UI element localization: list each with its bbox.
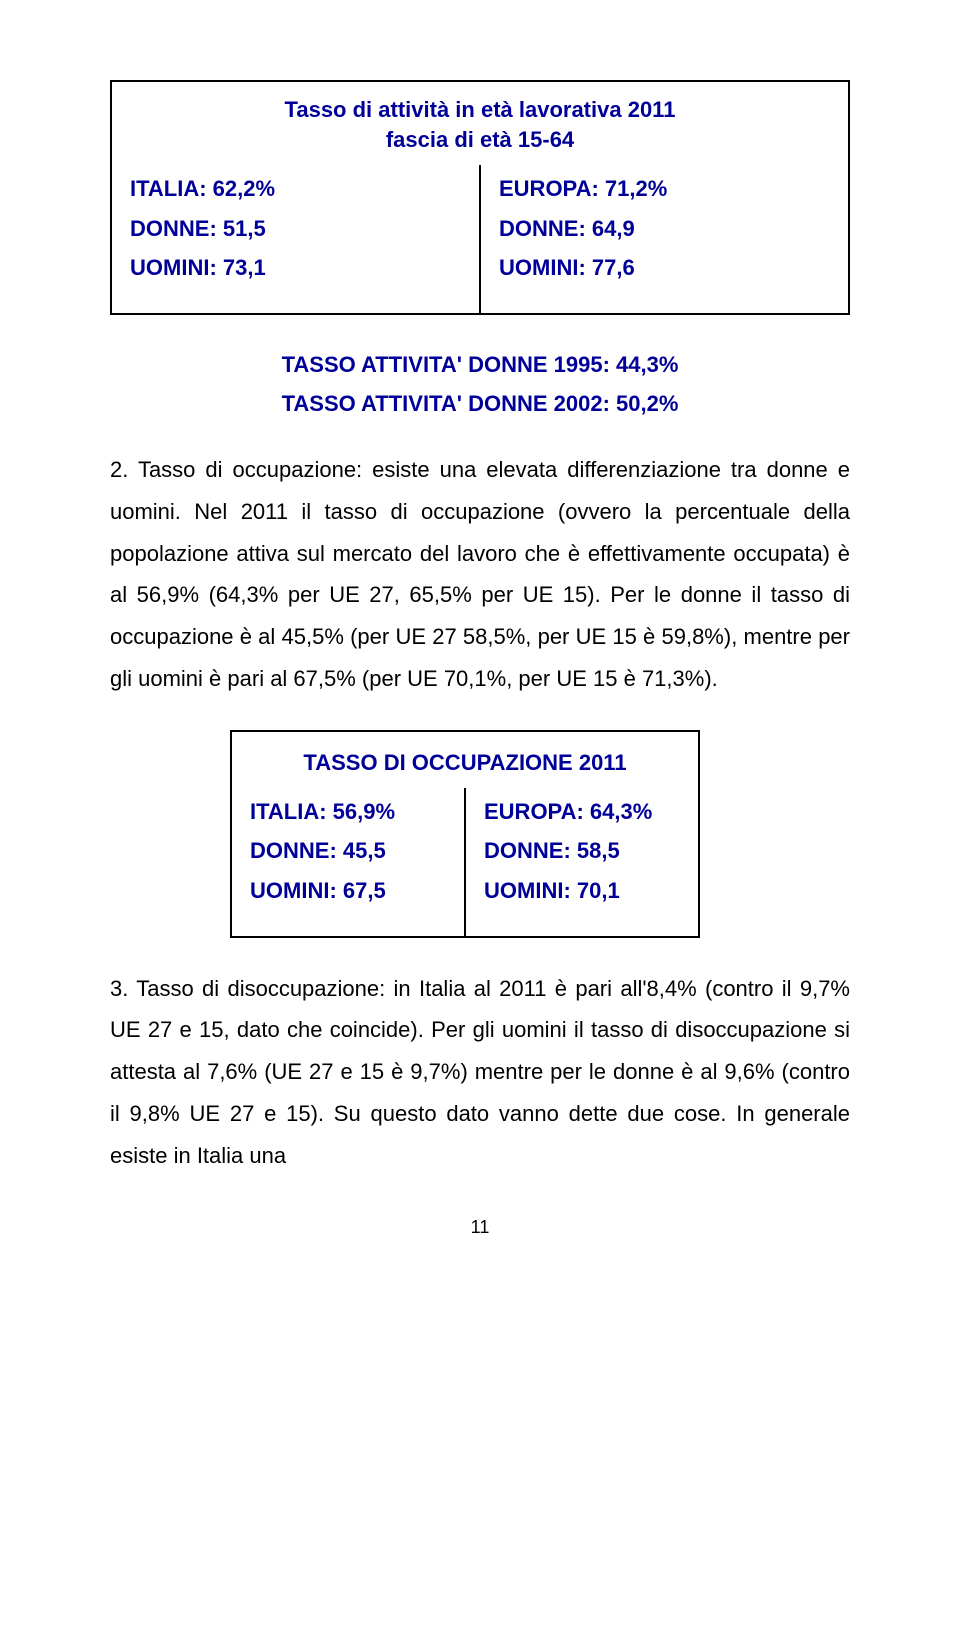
box1-left-italia: ITALIA: 62,2% bbox=[130, 169, 461, 209]
box2-left-donne: DONNE: 45,5 bbox=[250, 831, 446, 871]
box1-right-donne: DONNE: 64,9 bbox=[499, 209, 830, 249]
box2-right-donne: DONNE: 58,5 bbox=[484, 831, 680, 871]
employment-rate-box: TASSO DI OCCUPAZIONE 2011 ITALIA: 56,9% … bbox=[230, 730, 700, 938]
paragraph-2: 2. Tasso di occupazione: esiste una elev… bbox=[110, 449, 850, 700]
box2-right-europa: EUROPA: 64,3% bbox=[484, 792, 680, 832]
box2-left-italia: ITALIA: 56,9% bbox=[250, 792, 446, 832]
page-number: 11 bbox=[110, 1217, 850, 1238]
box2-title: TASSO DI OCCUPAZIONE 2011 bbox=[232, 732, 698, 788]
box1-title: Tasso di attività in età lavorativa 2011 bbox=[112, 82, 848, 127]
box1-right-europa: EUROPA: 71,2% bbox=[499, 169, 830, 209]
box1-left-uomini: UOMINI: 73,1 bbox=[130, 248, 461, 288]
box1-subtitle: fascia di età 15-64 bbox=[112, 127, 848, 165]
historical-stats: TASSO ATTIVITA' DONNE 1995: 44,3% TASSO … bbox=[110, 345, 850, 424]
activity-rate-table: Tasso di attività in età lavorativa 2011… bbox=[112, 82, 848, 313]
box1-left-donne: DONNE: 51,5 bbox=[130, 209, 461, 249]
box2-right-cell: EUROPA: 64,3% DONNE: 58,5 UOMINI: 70,1 bbox=[465, 788, 698, 936]
employment-rate-table: TASSO DI OCCUPAZIONE 2011 ITALIA: 56,9% … bbox=[232, 732, 698, 936]
box1-right-uomini: UOMINI: 77,6 bbox=[499, 248, 830, 288]
paragraph-3: 3. Tasso di disoccupazione: in Italia al… bbox=[110, 968, 850, 1177]
stat-1995: TASSO ATTIVITA' DONNE 1995: 44,3% bbox=[110, 345, 850, 385]
activity-rate-box: Tasso di attività in età lavorativa 2011… bbox=[110, 80, 850, 315]
stat-2002: TASSO ATTIVITA' DONNE 2002: 50,2% bbox=[110, 384, 850, 424]
box1-right-cell: EUROPA: 71,2% DONNE: 64,9 UOMINI: 77,6 bbox=[480, 165, 848, 313]
box1-left-cell: ITALIA: 62,2% DONNE: 51,5 UOMINI: 73,1 bbox=[112, 165, 480, 313]
box2-left-cell: ITALIA: 56,9% DONNE: 45,5 UOMINI: 67,5 bbox=[232, 788, 465, 936]
box2-right-uomini: UOMINI: 70,1 bbox=[484, 871, 680, 911]
box2-left-uomini: UOMINI: 67,5 bbox=[250, 871, 446, 911]
page: Tasso di attività in età lavorativa 2011… bbox=[0, 0, 960, 1278]
